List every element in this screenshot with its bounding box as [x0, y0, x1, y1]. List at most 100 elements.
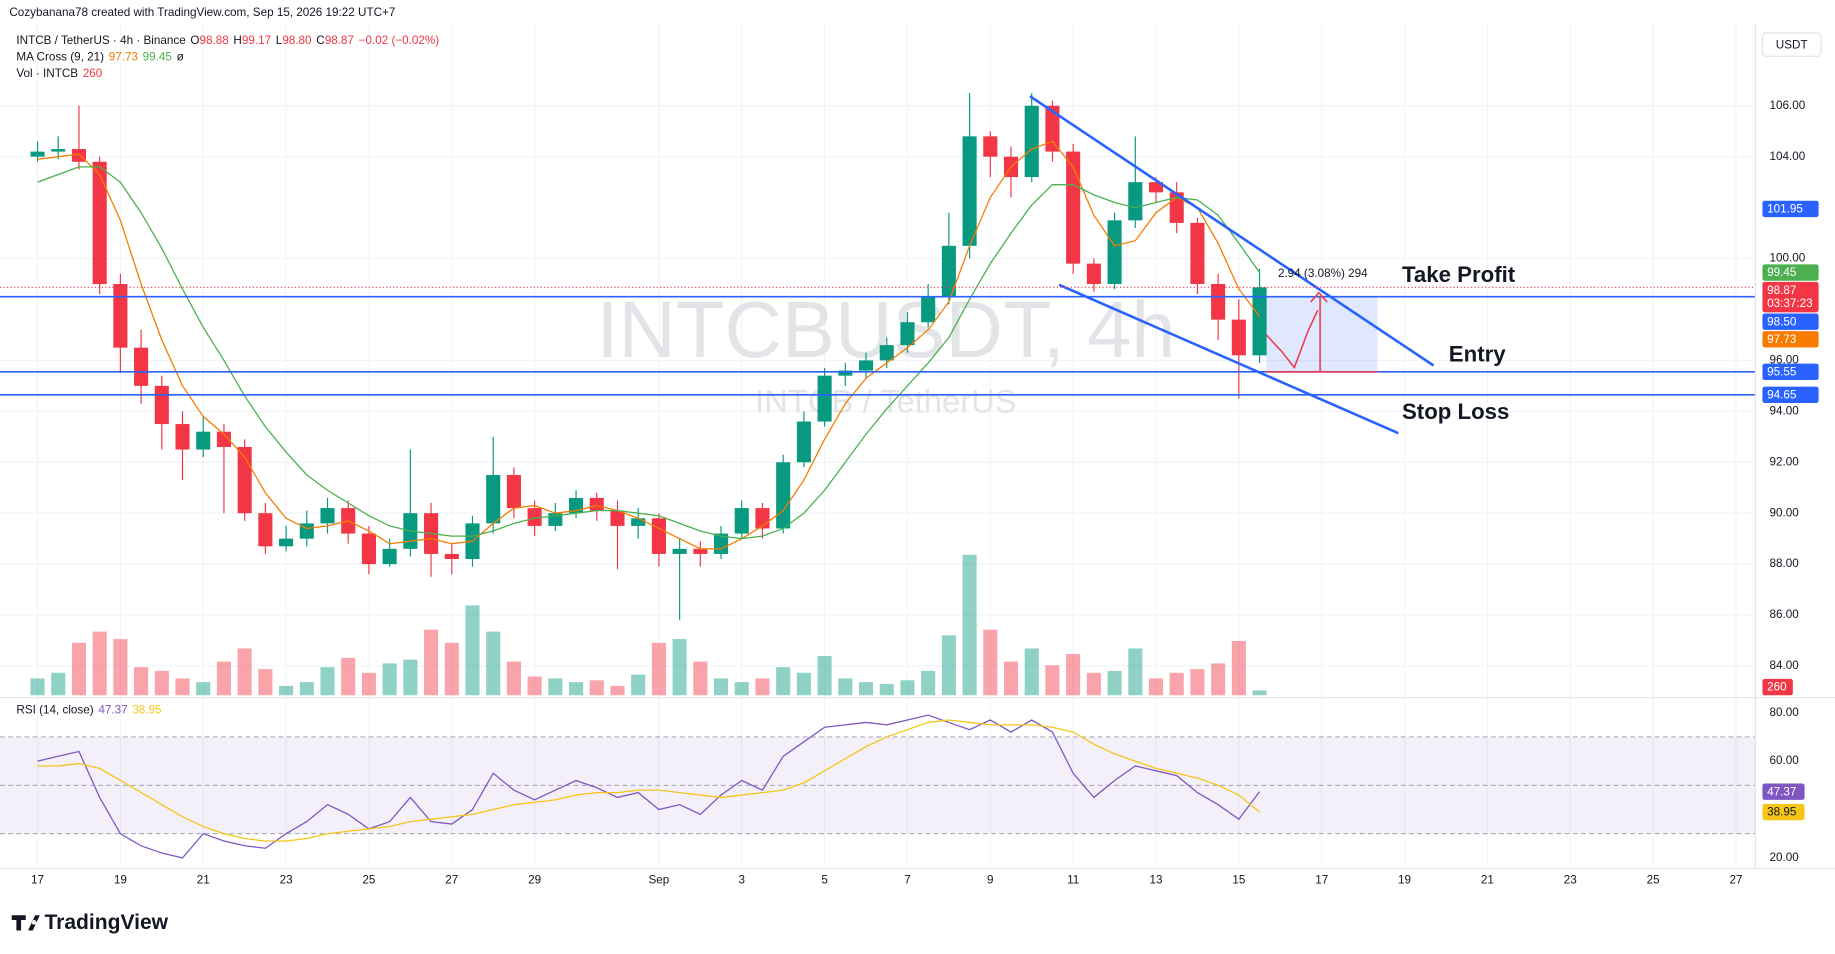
candle-body: [817, 375, 832, 422]
volume-bar: [734, 682, 749, 696]
x-tick-label: 17: [31, 873, 44, 886]
x-tick-label: 15: [1232, 873, 1246, 886]
volume-bar: [1128, 648, 1143, 696]
candle-body: [1066, 151, 1081, 264]
candle-body: [1190, 222, 1205, 285]
x-tick-label: 13: [1149, 873, 1162, 886]
y-tick-label: 88.00: [1769, 557, 1799, 570]
brand-name: TradingView: [44, 911, 168, 934]
y-tick-label: 96.00: [1769, 353, 1799, 366]
volume-bar: [548, 678, 563, 696]
projection-arrowhead: [1310, 291, 1328, 303]
legend-value: L: [276, 34, 283, 47]
candle-body: [320, 508, 335, 524]
volume-bar: [672, 639, 687, 696]
projection: 2.94 (3.08%) 294: [1266, 267, 1378, 373]
currency[interactable]: USDT: [1776, 38, 1808, 51]
currency-box[interactable]: [1761, 32, 1822, 57]
volume-bar: [1252, 690, 1267, 696]
rsi-tick-label: 80.00: [1769, 706, 1799, 719]
x-tick-label: 19: [114, 873, 127, 886]
price-tag: [1762, 200, 1819, 218]
volume-tag-label: 260: [1767, 681, 1787, 694]
level-label: Stop Loss: [1402, 399, 1509, 424]
candle-body: [134, 347, 149, 386]
x-tick-label: 17: [1315, 873, 1328, 886]
candle-body: [51, 149, 66, 152]
watermark-subtitle: INTCB / TetherUS: [755, 383, 1016, 420]
candle-body: [527, 508, 542, 526]
volume-bar: [776, 667, 791, 696]
candle-body: [30, 151, 45, 157]
x-tick-label: 27: [445, 873, 458, 886]
candle-body: [1231, 319, 1246, 356]
candle-body: [216, 431, 231, 447]
volume-bar: [1045, 665, 1060, 696]
volume-bar: [713, 678, 729, 696]
y-tick-label: 100.00: [1769, 252, 1805, 265]
candle-body: [879, 345, 894, 361]
x-tick-label: 21: [197, 873, 210, 886]
candle-body: [71, 149, 86, 162]
volume-bar: [1231, 640, 1246, 696]
price-tag: [1762, 281, 1819, 313]
credit: Cozybanana78 created with TradingView.co…: [9, 6, 395, 19]
legend-value: 38.95: [132, 704, 162, 717]
candle-body: [279, 538, 294, 547]
x-tick-label: 29: [528, 873, 541, 886]
x-tick-label: 23: [280, 873, 293, 886]
legend-value: 99.45: [143, 51, 173, 64]
volume-bar: [1107, 670, 1122, 696]
legend-value: 98.80: [282, 34, 312, 47]
price-tag: [1762, 264, 1819, 281]
x-tick-label: 25: [1647, 873, 1661, 886]
volume-bar: [1211, 663, 1226, 696]
grid: [0, 23, 1756, 867]
volume-bar: [1169, 672, 1184, 696]
legend-volume: Vol · INTCB 260: [16, 67, 102, 80]
rsi-tag-label: 47.37: [1767, 785, 1796, 798]
volume-bar: [134, 667, 149, 696]
candle-body: [693, 548, 708, 554]
trendline: [1058, 283, 1399, 435]
candle-body: [258, 513, 273, 547]
volume-bar: [879, 684, 894, 696]
volume-bar: [71, 642, 86, 696]
x-tick-label: Sep: [649, 873, 670, 886]
legend-value: 47.37: [98, 704, 127, 717]
volume-bar: [486, 631, 501, 696]
rsi-line: [37, 714, 1261, 859]
projection-box: [1266, 296, 1378, 372]
candle-body: [796, 421, 811, 463]
legend-value: H: [233, 34, 241, 47]
candle-body: [734, 508, 749, 534]
measure-label: 2.94 (3.08%) 294: [1278, 267, 1368, 280]
candle-body: [1045, 105, 1060, 152]
volume-bar: [651, 642, 666, 696]
candle-body: [1086, 263, 1101, 285]
x-tick-label: 27: [1729, 873, 1742, 886]
candle-body: [382, 548, 397, 565]
price-tag-label: 97.73: [1767, 333, 1796, 346]
y-tick-label: 94.00: [1769, 404, 1799, 417]
projection-zigzag: [1265, 309, 1319, 370]
volume-bar: [631, 674, 646, 696]
y-tick-label: 84.00: [1769, 659, 1799, 672]
volume-bar: [51, 672, 66, 696]
candle-body: [1211, 284, 1226, 320]
volume-bar: [444, 642, 459, 696]
rsi-tag: [1762, 803, 1805, 821]
price-tag: [1762, 386, 1819, 403]
candle-body: [1128, 182, 1143, 221]
rsi-tag: [1762, 783, 1805, 800]
volume-bar: [962, 554, 977, 696]
rsi-tick-label: 20.00: [1769, 851, 1799, 864]
volume-bar: [900, 680, 915, 696]
candle-body: [631, 518, 646, 526]
legend-value: 97.73: [109, 51, 138, 64]
candle-body: [1148, 182, 1164, 193]
legend-value: O: [190, 34, 199, 47]
